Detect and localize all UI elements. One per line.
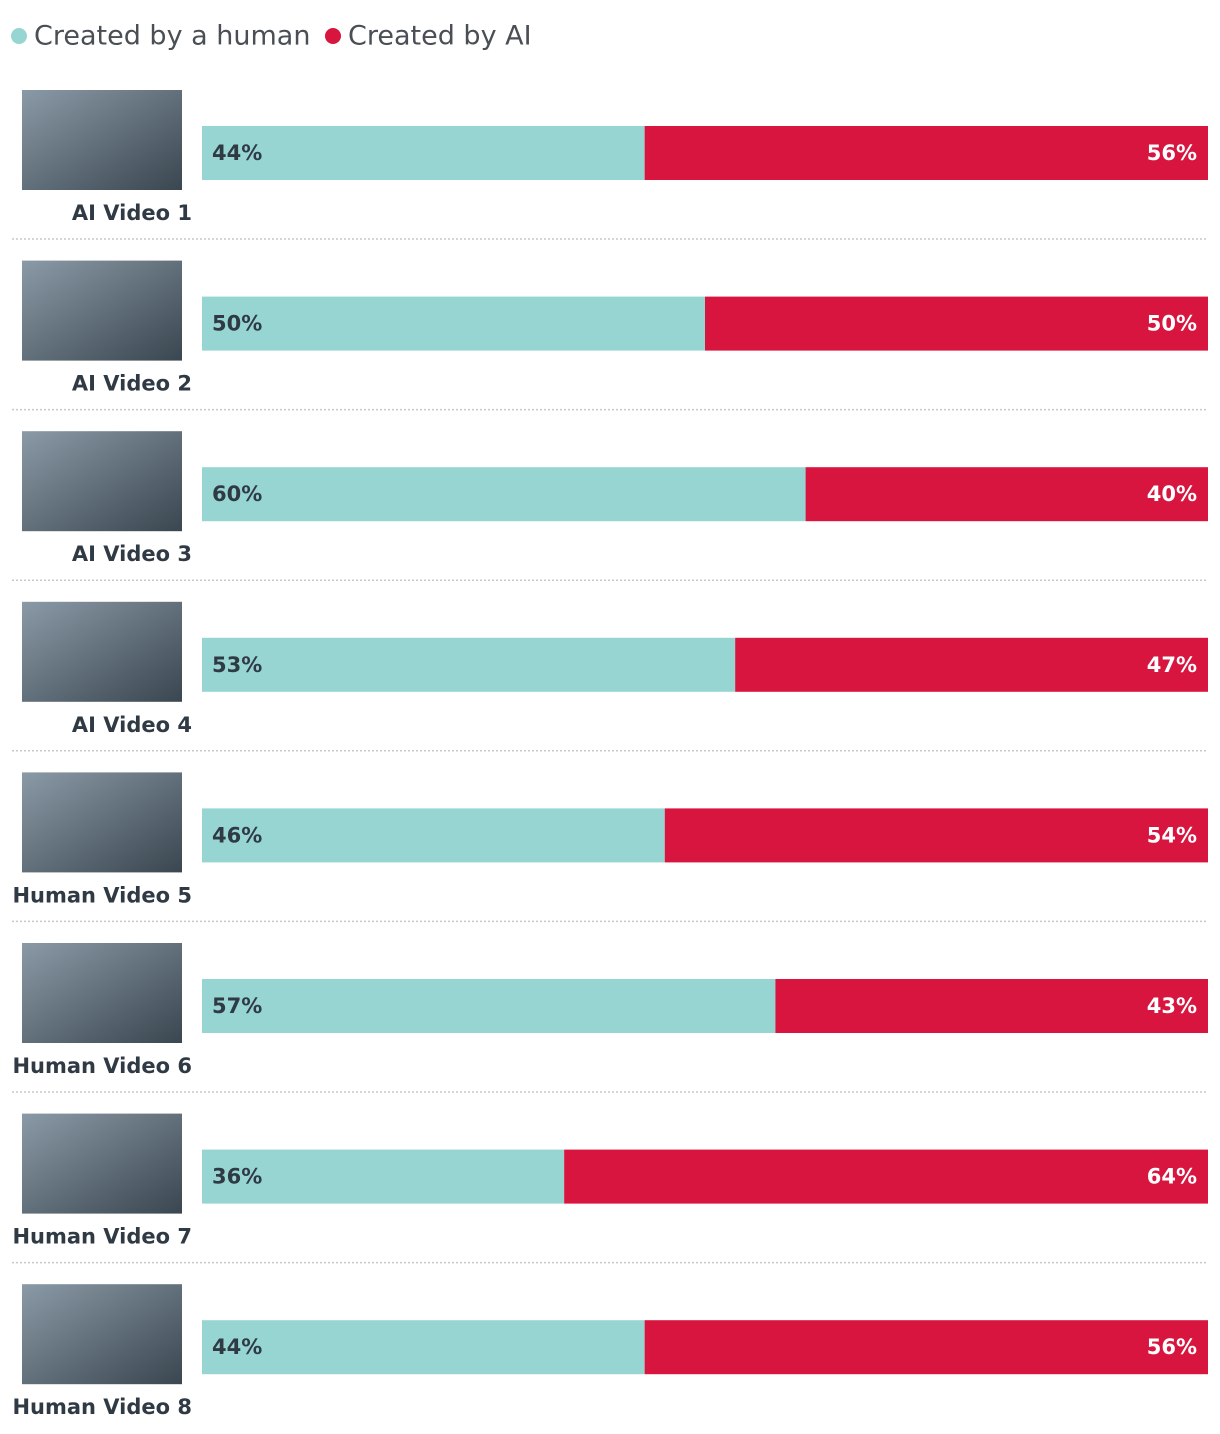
thumbnail: [22, 431, 182, 532]
bar-segment: [705, 296, 1208, 351]
value-label: 54%: [1147, 823, 1197, 847]
value-label: 60%: [212, 482, 262, 506]
bar-segment: [202, 808, 665, 863]
bar-segment: [644, 126, 1208, 180]
category-label: AI Video 4: [72, 713, 192, 737]
bar-segment: [202, 637, 736, 692]
category-label: AI Video 3: [72, 542, 192, 566]
value-label: 64%: [1147, 1165, 1197, 1189]
legend-swatch: [11, 28, 27, 44]
bar-segment: [805, 467, 1208, 522]
bar-segment: [775, 979, 1208, 1033]
bar-segment: [644, 1320, 1208, 1375]
bar-segment: [202, 296, 705, 351]
value-label: 56%: [1147, 141, 1197, 165]
thumbnail: [22, 1113, 182, 1214]
thumbnail: [22, 1284, 182, 1385]
legend-swatch: [325, 28, 341, 44]
bar-segment: [202, 126, 645, 180]
value-label: 40%: [1147, 482, 1197, 506]
value-label: 50%: [212, 312, 262, 336]
thumbnail: [22, 601, 182, 702]
legend-label: Created by AI: [348, 21, 532, 52]
bar-segment: [202, 467, 806, 522]
bar-segment: [202, 979, 776, 1033]
bar-segment: [664, 808, 1208, 863]
category-label: AI Video 2: [72, 372, 192, 396]
value-label: 36%: [212, 1165, 262, 1189]
category-label: Human Video 5: [12, 883, 192, 907]
bar-segment: [202, 1149, 565, 1204]
bar-segment: [202, 1320, 645, 1375]
thumbnail: [22, 90, 182, 190]
value-label: 44%: [212, 141, 262, 165]
category-label: AI Video 1: [72, 201, 192, 225]
thumbnail: [22, 260, 182, 361]
category-label: Human Video 6: [12, 1054, 192, 1078]
value-label: 57%: [212, 994, 262, 1018]
bar-segment: [564, 1149, 1208, 1204]
value-label: 46%: [212, 823, 262, 847]
value-label: 47%: [1147, 653, 1197, 677]
legend-label: Created by a human: [34, 21, 310, 52]
value-label: 50%: [1147, 312, 1197, 336]
thumbnail: [22, 772, 182, 873]
value-label: 56%: [1147, 1335, 1197, 1359]
thumbnail: [22, 943, 182, 1043]
value-label: 43%: [1147, 994, 1197, 1018]
category-label: Human Video 8: [12, 1395, 192, 1419]
category-label: Human Video 7: [12, 1225, 192, 1249]
bar-segment: [735, 637, 1208, 692]
value-label: 44%: [212, 1335, 262, 1359]
value-label: 53%: [212, 653, 262, 677]
